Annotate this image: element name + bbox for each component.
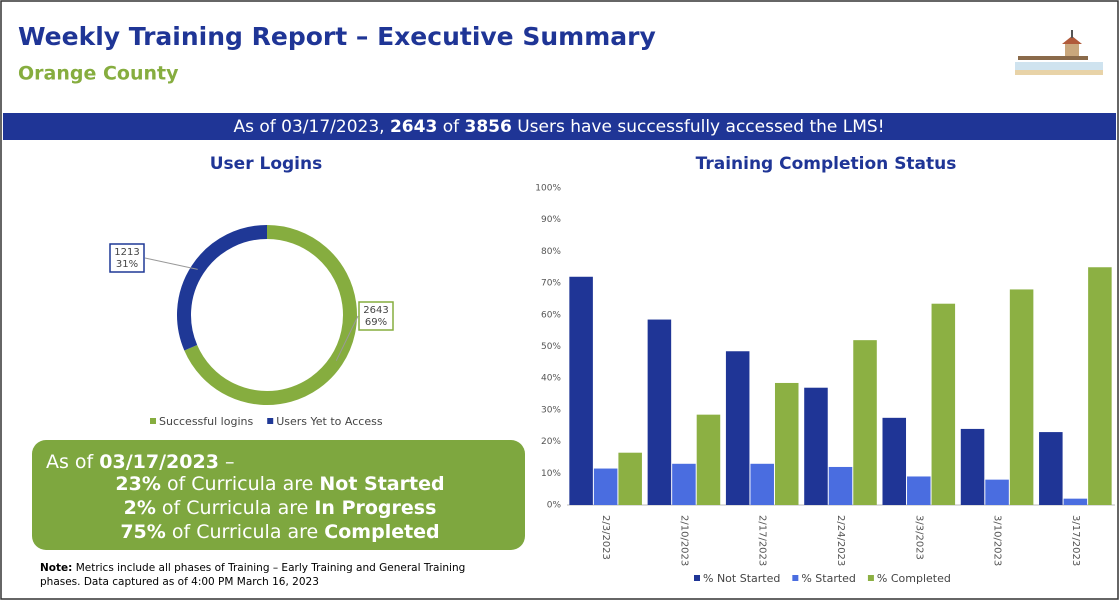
legend-swatch — [694, 575, 700, 581]
y-tick-label: 40% — [541, 374, 561, 384]
subtitle: Orange County — [18, 63, 179, 85]
banner-text: As of 03/17/2023, 2643 of 3856 Users hav… — [233, 117, 884, 137]
bar — [882, 417, 907, 505]
beach-icon — [1015, 30, 1103, 75]
y-tick-label: 70% — [541, 279, 561, 289]
x-tick-label: 3/10/2023 — [992, 515, 1003, 566]
bar — [1009, 289, 1034, 505]
summary-status: Not Started — [319, 473, 444, 495]
bar — [853, 340, 877, 505]
legend-swatch — [792, 575, 799, 581]
bar — [931, 303, 956, 505]
bar — [569, 276, 593, 505]
y-tick-label: 0% — [547, 501, 562, 511]
summary-pct: 75% — [120, 521, 165, 543]
note-label: Note: — [40, 562, 72, 574]
banner-logged: 2643 — [390, 117, 437, 137]
bar — [828, 466, 853, 505]
title: Weekly Training Report – Executive Summa… — [18, 22, 656, 51]
bar — [696, 414, 721, 505]
summary-pct: 23% — [115, 473, 160, 495]
banner — [3, 113, 1116, 140]
note-line1: Note: Metrics include all phases of Trai… — [40, 562, 465, 574]
data-label-percent: 69% — [365, 317, 387, 328]
chart-title: Training Completion Status — [696, 154, 957, 174]
y-tick-label: 90% — [541, 215, 561, 225]
legend-label: Users Yet to Access — [276, 415, 383, 428]
note-text: Metrics include all phases of Training –… — [76, 562, 466, 574]
bar — [750, 463, 774, 505]
x-tick-label: 3/17/2023 — [1070, 515, 1081, 566]
legend-label: % Started — [801, 572, 856, 585]
bar — [774, 382, 799, 505]
bar — [1088, 267, 1112, 505]
summary-line: 23% of Curricula are Not Started — [115, 473, 444, 495]
banner-suffix: Users have successfully accessed the LMS… — [517, 117, 884, 137]
bar — [593, 468, 618, 505]
summary-text: of Curricula are — [172, 521, 318, 543]
summary-pct: 2% — [124, 497, 156, 519]
y-tick-label: 10% — [541, 469, 561, 479]
y-tick-label: 60% — [541, 310, 561, 320]
x-tick-label: 2/24/2023 — [835, 515, 846, 566]
legend-swatch — [150, 418, 156, 424]
x-tick-label: 3/3/2023 — [913, 515, 924, 560]
legend-swatch — [867, 575, 874, 581]
banner-between: of — [443, 117, 460, 137]
y-tick-label: 50% — [541, 342, 561, 352]
note-line2: phases. Data captured as of 4:00 PM Marc… — [40, 576, 319, 588]
bar — [985, 479, 1009, 505]
bar — [725, 351, 750, 505]
summary-line: 75% of Curricula are Completed — [120, 521, 439, 543]
legend-label: Successful logins — [159, 415, 253, 428]
legend-swatch — [267, 418, 274, 424]
summary-text: of Curricula are — [167, 473, 313, 495]
y-tick-label: 100% — [535, 184, 561, 194]
x-tick-label: 2/3/2023 — [600, 515, 611, 560]
bar — [647, 319, 672, 505]
x-tick-label: 2/17/2023 — [757, 515, 768, 566]
banner-prefix: As of 03/17/2023, — [233, 117, 384, 137]
summary-line: 2% of Curricula are In Progress — [124, 497, 437, 519]
summary-intro: As of 03/17/2023 – — [46, 451, 234, 473]
donut-slice — [177, 225, 268, 351]
summary-as-of: As of — [46, 451, 95, 473]
summary-text: of Curricula are — [162, 497, 308, 519]
bar — [672, 463, 696, 505]
data-label-percent: 31% — [116, 259, 138, 270]
leader-line — [335, 315, 359, 361]
legend-label: % Completed — [877, 572, 951, 585]
data-label-box — [109, 243, 145, 273]
summary-date: 03/17/2023 — [99, 451, 219, 473]
bar — [1063, 498, 1088, 505]
bar — [960, 428, 985, 505]
data-label-value: 1213 — [114, 247, 139, 258]
bar — [1039, 432, 1063, 505]
bar — [804, 387, 828, 505]
legend-label: % Not Started — [703, 572, 780, 585]
bar — [907, 476, 931, 505]
x-tick-label: 2/10/2023 — [678, 515, 689, 566]
summary-box — [32, 440, 525, 550]
bar — [618, 452, 642, 505]
banner-total: 3856 — [465, 117, 512, 137]
chart-title: User Logins — [210, 154, 322, 174]
data-label-value: 2643 — [363, 305, 388, 316]
data-label-box — [358, 301, 394, 331]
summary-dash: – — [225, 451, 235, 473]
y-tick-label: 20% — [541, 437, 561, 447]
y-tick-label: 30% — [541, 405, 561, 415]
summary-status: In Progress — [314, 497, 436, 519]
leader-line — [144, 257, 198, 270]
y-tick-label: 80% — [541, 247, 561, 257]
summary-status: Completed — [324, 521, 439, 543]
